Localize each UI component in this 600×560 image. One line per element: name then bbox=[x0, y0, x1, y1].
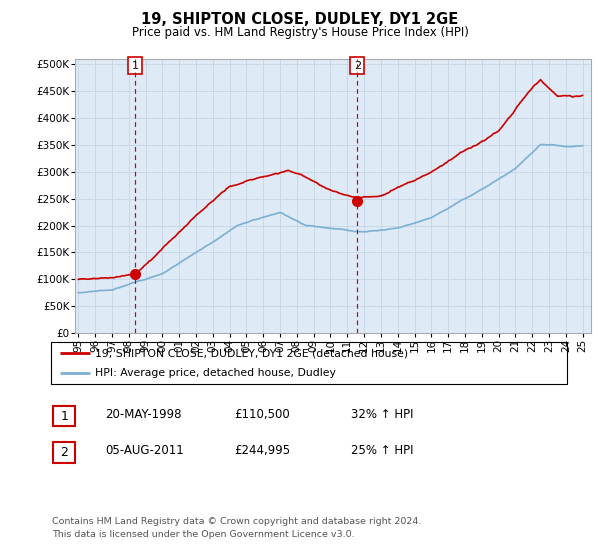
Text: 19, SHIPTON CLOSE, DUDLEY, DY1 2GE: 19, SHIPTON CLOSE, DUDLEY, DY1 2GE bbox=[142, 12, 458, 27]
Text: 25% ↑ HPI: 25% ↑ HPI bbox=[351, 444, 413, 458]
Text: This data is licensed under the Open Government Licence v3.0.: This data is licensed under the Open Gov… bbox=[52, 530, 355, 539]
Text: 1: 1 bbox=[60, 409, 68, 423]
Text: Contains HM Land Registry data © Crown copyright and database right 2024.: Contains HM Land Registry data © Crown c… bbox=[52, 517, 422, 526]
Text: 20-MAY-1998: 20-MAY-1998 bbox=[105, 408, 182, 421]
Text: 2: 2 bbox=[353, 61, 361, 71]
Text: 2: 2 bbox=[60, 446, 68, 459]
Text: 1: 1 bbox=[131, 61, 139, 71]
Text: 05-AUG-2011: 05-AUG-2011 bbox=[105, 444, 184, 458]
Text: 19, SHIPTON CLOSE, DUDLEY, DY1 2GE (detached house): 19, SHIPTON CLOSE, DUDLEY, DY1 2GE (deta… bbox=[95, 348, 408, 358]
Text: Price paid vs. HM Land Registry's House Price Index (HPI): Price paid vs. HM Land Registry's House … bbox=[131, 26, 469, 39]
Text: HPI: Average price, detached house, Dudley: HPI: Average price, detached house, Dudl… bbox=[95, 368, 336, 377]
Text: £110,500: £110,500 bbox=[234, 408, 290, 421]
Text: £244,995: £244,995 bbox=[234, 444, 290, 458]
Text: 32% ↑ HPI: 32% ↑ HPI bbox=[351, 408, 413, 421]
